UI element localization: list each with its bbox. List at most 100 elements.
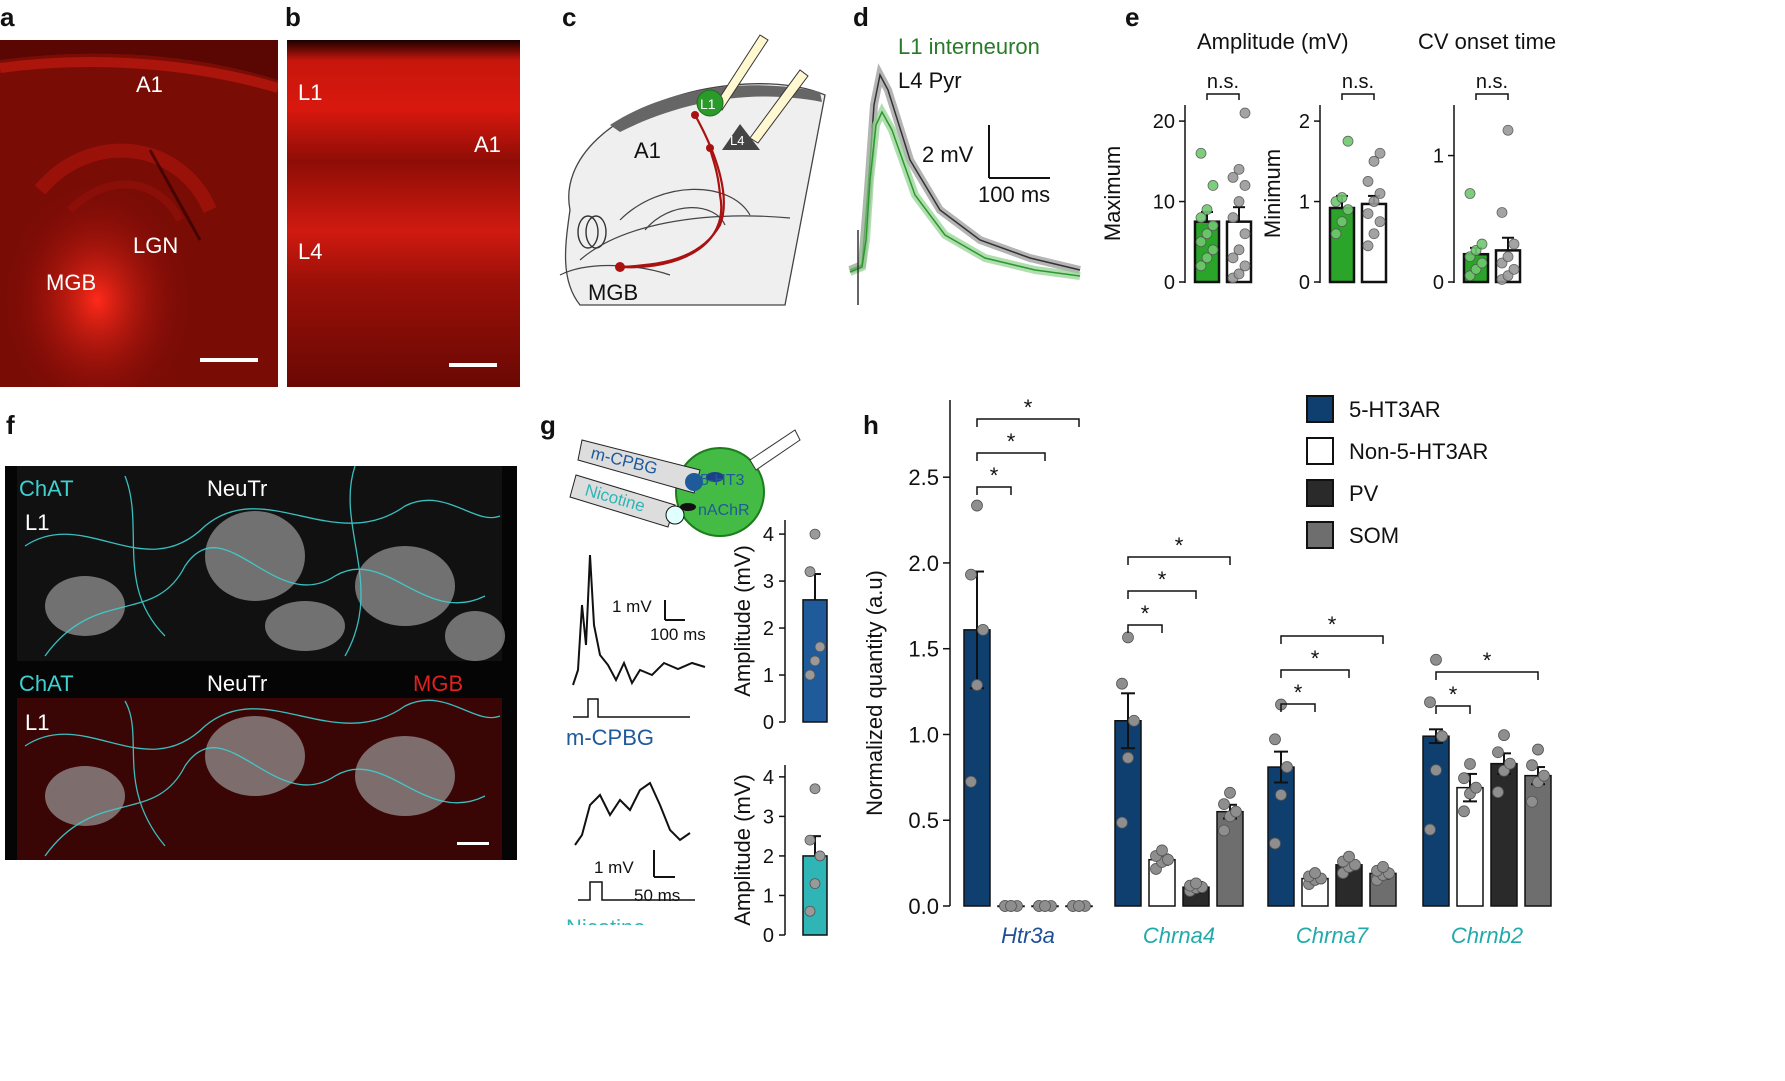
significance-bracket	[1435, 705, 1471, 714]
data-point	[814, 850, 826, 862]
legend-l1: L1 interneuron	[898, 34, 1040, 59]
label-mgb-bottom: MGB	[413, 671, 464, 696]
data-point	[1195, 212, 1207, 224]
significance-star: *	[1175, 533, 1184, 558]
data-point	[1207, 220, 1219, 232]
y-tick-label: 0	[763, 925, 774, 945]
data-point	[1502, 251, 1514, 263]
label-mgb: MGB	[46, 270, 97, 295]
data-point	[804, 566, 816, 578]
y-tick-label: 2.0	[908, 551, 939, 576]
panel-d-traces: L1 interneuron L4 Pyr 2 mV 100 ms	[848, 34, 1081, 305]
y-tick-label: 2.5	[908, 465, 939, 490]
receptor-5ht3: 5-HT3	[700, 472, 745, 489]
data-point	[809, 528, 821, 540]
panel-e-chart-minimum: 0 1 2 Minimum n.s.	[1260, 71, 1388, 294]
data-point	[1424, 696, 1436, 709]
y-tick-label: 2	[1299, 111, 1310, 133]
y-tick-label: 2	[763, 846, 774, 868]
data-point	[1269, 837, 1281, 850]
scalebar-x: 100 ms	[978, 182, 1050, 207]
y-tick-label: 1	[763, 665, 774, 687]
significance-bracket	[1127, 590, 1197, 599]
label-chat-bottom: ChAT	[19, 671, 74, 696]
significance-star: *	[1311, 646, 1320, 671]
panel-g-chart-nicotine: 0 1 2 3 4 Amplitude (mV)	[730, 765, 828, 945]
bar	[802, 855, 828, 936]
panel-letter-e: e	[1125, 2, 1140, 32]
data-point	[1374, 147, 1386, 159]
data-point	[1436, 730, 1448, 743]
significance-bracket	[1280, 703, 1316, 712]
y-tick-label: 1	[1299, 192, 1310, 214]
panel-b-tissue	[287, 40, 520, 387]
data-point	[1201, 252, 1213, 264]
data-point	[1275, 788, 1287, 801]
data-point	[814, 641, 826, 653]
data-point	[1239, 260, 1251, 272]
significance-star: *	[1141, 601, 1150, 626]
y-tick-label: 4	[763, 524, 774, 546]
data-point	[1498, 729, 1510, 742]
category-label: Chrna7	[1296, 923, 1369, 948]
panel-g-schematic: m-CPBG Nicotine 5-HT3 nAChR	[569, 429, 801, 537]
data-point	[809, 878, 821, 890]
data-point	[1122, 631, 1134, 644]
data-point	[971, 499, 983, 512]
label-l1-top: L1	[25, 510, 50, 535]
data-point	[1233, 268, 1245, 280]
legend-swatch	[1306, 479, 1334, 507]
label-l4: L4	[730, 133, 744, 148]
panel-f-micrographs: ChAT NeuTr L1 ChAT NeuTr MGB L1	[5, 466, 517, 860]
data-point	[1342, 135, 1354, 147]
data-point	[1195, 260, 1207, 272]
legend-l4: L4 Pyr	[898, 68, 962, 93]
data-point	[1201, 228, 1213, 240]
y-tick-label: 2	[763, 618, 774, 640]
data-point	[1230, 805, 1242, 818]
significance-bracket	[976, 418, 1080, 427]
data-point	[1233, 244, 1245, 256]
data-point	[1116, 816, 1128, 829]
data-point	[1005, 900, 1017, 912]
y-tick-label: 4	[763, 767, 774, 789]
y-axis-label: Normalized quantity (a.u)	[862, 570, 887, 816]
significance-bracket	[1341, 93, 1375, 100]
significance-star: *	[1483, 648, 1492, 673]
legend-swatch	[1306, 521, 1334, 549]
data-point	[1526, 759, 1538, 772]
panel-letter-a: a	[0, 2, 15, 32]
panel-letter-g: g	[540, 410, 556, 440]
data-point	[1128, 714, 1140, 727]
legend-swatch	[1306, 395, 1334, 423]
scale1-ms: 100 ms	[650, 625, 706, 644]
y-tick-label: 3	[763, 571, 774, 593]
label-mgb: MGB	[588, 280, 638, 305]
panel-h-chart: 0.0 0.5 1.0 1.5 2.0 2.5 Normalized quantity (a…	[862, 395, 1552, 948]
data-point	[1538, 769, 1550, 782]
legend-swatch	[1306, 437, 1334, 465]
bar	[1456, 786, 1484, 907]
data-point	[1218, 798, 1230, 811]
data-point	[971, 679, 983, 691]
e-title-amplitude: Amplitude (mV)	[1197, 29, 1349, 54]
data-point	[1201, 204, 1213, 215]
significance-label: n.s.	[1342, 71, 1374, 93]
panel-g-traces: 1 mV 100 ms 1 mV 50 ms m-CPBG Nicotine	[566, 554, 706, 925]
data-point	[1336, 192, 1348, 203]
data-point	[1269, 733, 1281, 746]
panel-letter-c: c	[562, 2, 577, 32]
significance-star: *	[1024, 395, 1033, 420]
data-point	[1195, 236, 1207, 248]
data-point	[977, 623, 989, 636]
data-point	[1532, 743, 1544, 756]
significance-star: *	[1158, 567, 1167, 592]
data-point	[1227, 212, 1239, 224]
data-point	[1362, 208, 1374, 220]
panel-c-schematic: A1 L1 L4 MGB	[559, 34, 826, 306]
data-point	[1504, 757, 1516, 770]
data-point	[1377, 860, 1389, 873]
significance-bracket	[1280, 635, 1384, 644]
data-point	[1233, 163, 1245, 175]
significance-bracket	[1435, 671, 1539, 680]
